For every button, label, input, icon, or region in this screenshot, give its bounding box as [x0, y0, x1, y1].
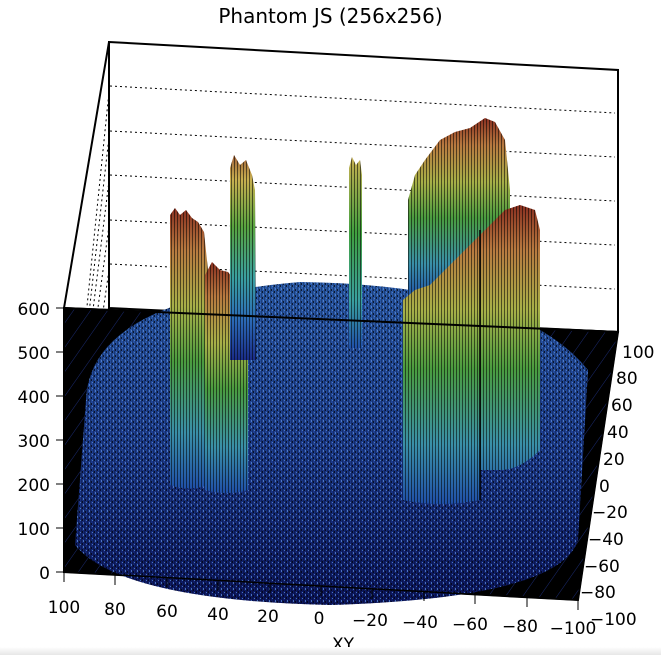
svg-text:60: 60 [611, 396, 633, 416]
svg-text:200: 200 [18, 476, 50, 496]
svg-text:80: 80 [104, 600, 126, 620]
svg-text:0: 0 [599, 477, 610, 497]
z-axis-labels: 0 100 200 300 400 500 600 [18, 300, 50, 584]
y-axis-labels: 100 80 60 40 20 0 −20 −40 −60 −80 −100 [580, 343, 654, 630]
svg-text:−100: −100 [550, 619, 597, 639]
svg-text:80: 80 [616, 369, 638, 389]
svg-text:40: 40 [207, 605, 229, 625]
svg-text:40: 40 [607, 423, 629, 443]
svg-text:−20: −20 [352, 611, 388, 631]
svg-text:100: 100 [622, 343, 654, 363]
bottom-edge-shade [0, 647, 661, 655]
svg-text:−40: −40 [402, 613, 438, 633]
column-left-a [170, 208, 208, 489]
z-axis [56, 307, 64, 573]
svg-text:0: 0 [314, 609, 325, 629]
svg-text:300: 300 [18, 432, 50, 452]
svg-text:−60: −60 [584, 557, 620, 577]
svg-text:−80: −80 [502, 617, 538, 637]
svg-text:60: 60 [156, 602, 178, 622]
svg-text:−60: −60 [452, 615, 488, 635]
svg-text:100: 100 [18, 520, 50, 540]
column-left-tall [230, 155, 256, 360]
column-center-thin [349, 157, 362, 348]
svg-text:20: 20 [257, 607, 279, 627]
chart-title: Phantom JS (256x256) [218, 4, 443, 28]
svg-text:−40: −40 [588, 530, 624, 550]
svg-text:−100: −100 [590, 610, 637, 630]
svg-text:500: 500 [18, 344, 50, 364]
svg-text:20: 20 [603, 450, 625, 470]
x-axis-labels: 100 80 60 40 20 0 −20 −40 −60 −80 −100 [48, 598, 597, 639]
floor-back-edge [63, 307, 619, 333]
svg-text:400: 400 [18, 388, 50, 408]
column-right-front [403, 205, 540, 504]
svg-text:100: 100 [48, 598, 80, 618]
x-axis [63, 572, 579, 610]
svg-text:0: 0 [39, 564, 50, 584]
svg-text:−20: −20 [592, 503, 628, 523]
svg-text:−80: −80 [580, 583, 616, 603]
svg-text:600: 600 [18, 300, 50, 320]
